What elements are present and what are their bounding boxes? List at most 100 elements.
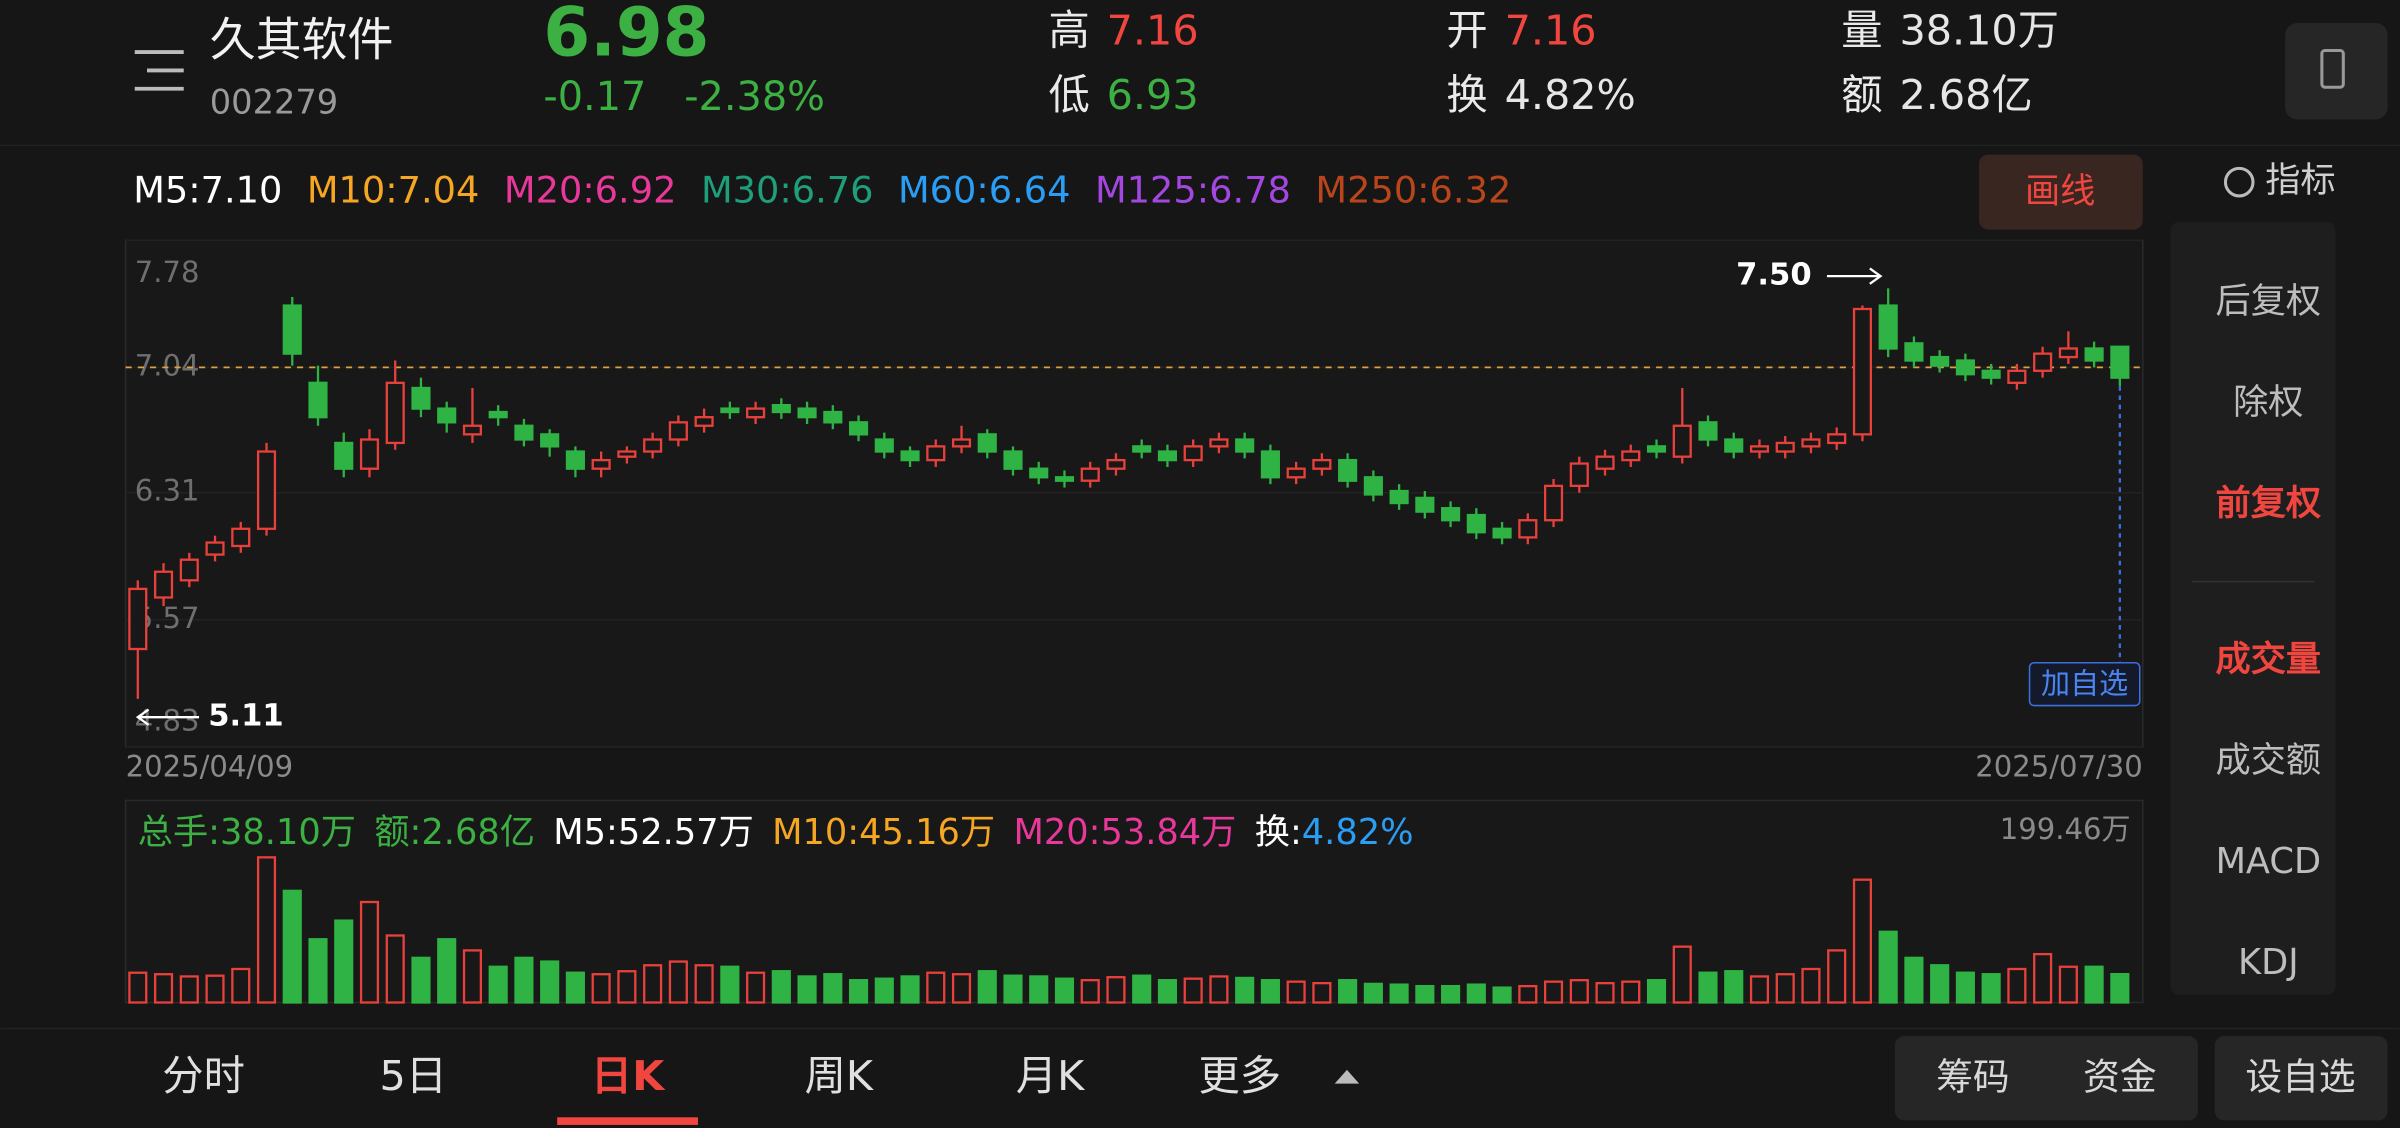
candle-body [1209, 438, 1229, 448]
side-menu-item[interactable]: 前复权 [2216, 483, 2322, 524]
volume-bar [488, 965, 508, 1004]
candle-body [1157, 450, 1178, 462]
stat-label: 量 [1841, 7, 1882, 55]
device-icon [2320, 48, 2345, 89]
side-menu-item[interactable]: 成交额 [2216, 740, 2322, 781]
volume-bar [848, 979, 869, 1004]
side-menu [2170, 221, 2336, 995]
candle-body [1492, 527, 1512, 539]
legend-item: M5:7.10 [133, 168, 282, 211]
device-button[interactable] [2285, 22, 2388, 120]
volume-bar [1080, 979, 1100, 1004]
volume-bar [746, 971, 766, 1004]
candle-body [900, 450, 920, 462]
candle-body [2084, 347, 2104, 362]
candle-body [720, 407, 740, 414]
volume-bar [308, 938, 328, 1004]
volume-bar [514, 956, 534, 1004]
candle-body [1518, 519, 1538, 539]
volume-bar [1621, 980, 1641, 1004]
stat-value: 4.82% [1505, 71, 1636, 119]
bottom-button[interactable]: 设自选 [2245, 1056, 2355, 1099]
stat-label: 换 [1446, 71, 1487, 119]
candle-body [231, 527, 251, 548]
menu-icon[interactable] [134, 50, 184, 91]
candle-body [1054, 476, 1075, 482]
bottom-button[interactable]: 筹码 [1936, 1056, 2009, 1099]
candle-body [488, 410, 508, 419]
candle-body [1621, 450, 1641, 462]
volume-bar [1183, 977, 1203, 1004]
side-menu-item[interactable]: 后复权 [2216, 281, 2322, 322]
stat-value: 7.16 [1107, 7, 1199, 55]
candle-body [1441, 507, 1461, 522]
candle-body [514, 424, 534, 441]
candle-body [746, 407, 766, 419]
candle-body [1698, 421, 1718, 441]
candle-body [1955, 359, 1975, 376]
candle-body [1132, 445, 1152, 453]
candle-body [2110, 345, 2130, 379]
tab[interactable]: 分时 [162, 1052, 245, 1100]
side-menu-item[interactable]: MACD [2216, 841, 2321, 882]
candle-body [977, 433, 997, 453]
candle-body [1183, 445, 1203, 462]
candle-body [1286, 467, 1306, 479]
candle-body [1827, 433, 1847, 445]
legend-item: M250:6.32 [1315, 168, 1511, 211]
stat-label: 额 [1841, 71, 1882, 119]
volume-bar [1955, 971, 1975, 1004]
button-group [2214, 1036, 2388, 1121]
candle-body [848, 421, 869, 436]
candle-body [1029, 467, 1049, 479]
stat-value: 7.16 [1505, 7, 1597, 55]
volume-bar [668, 960, 688, 1004]
volume-bar [231, 967, 251, 1004]
tab[interactable]: 周K [805, 1052, 874, 1100]
volume-bar [926, 971, 946, 1004]
add-watch-label[interactable]: 加自选 [2041, 667, 2128, 701]
volume-bar [256, 856, 277, 1004]
candle-body [2007, 369, 2027, 384]
volume-bar [153, 973, 174, 1004]
legend-item: 换: [1255, 812, 1302, 853]
indicator-icon [2223, 166, 2255, 198]
candle-body [1415, 496, 1435, 513]
candle-body [951, 438, 972, 448]
side-menu-item[interactable]: KDJ [2238, 942, 2299, 983]
draw-button[interactable] [1979, 154, 2143, 230]
side-menu-item[interactable]: 除权 [2233, 382, 2303, 423]
candle-body [1878, 304, 1898, 350]
tab[interactable]: 月K [1016, 1052, 1085, 1100]
legend-item: 4.82% [1302, 812, 1414, 853]
candle-body [1646, 445, 1667, 453]
volume-bar [1878, 930, 1898, 1004]
tab-indicator [557, 1117, 698, 1125]
indicator-button[interactable]: 指标 [2265, 160, 2335, 201]
volume-bar [1466, 983, 1486, 1004]
volume-bar [1981, 973, 2001, 1004]
bottom-button[interactable]: 资金 [2083, 1056, 2156, 1099]
low-arrow [135, 708, 200, 726]
volume-bar [1132, 974, 1152, 1004]
candle-body [797, 407, 817, 419]
candle-body [1775, 441, 1795, 453]
legend-item: 总手:38.10万 [138, 812, 356, 853]
low-label: 5.11 [208, 699, 284, 734]
add-watch-box[interactable] [2028, 661, 2141, 707]
y-tick-label: 7.78 [135, 255, 200, 289]
volume-bar [1286, 980, 1306, 1004]
volume-bar [1852, 878, 1873, 1004]
tab[interactable]: 日K [591, 1052, 666, 1100]
candle-body [1904, 342, 1924, 362]
volume-bar [1749, 975, 1770, 1004]
price: 6.98 [543, 0, 709, 71]
tab[interactable]: 更多 [1198, 1052, 1281, 1100]
candle-body [1389, 489, 1409, 505]
volume-bar [359, 900, 380, 1004]
side-menu-item[interactable]: 成交量 [2216, 639, 2322, 680]
candle-body [1003, 450, 1023, 470]
candle-body [1569, 462, 1589, 488]
volume-bar [1543, 980, 1564, 1004]
tab[interactable]: 5日 [380, 1052, 448, 1100]
